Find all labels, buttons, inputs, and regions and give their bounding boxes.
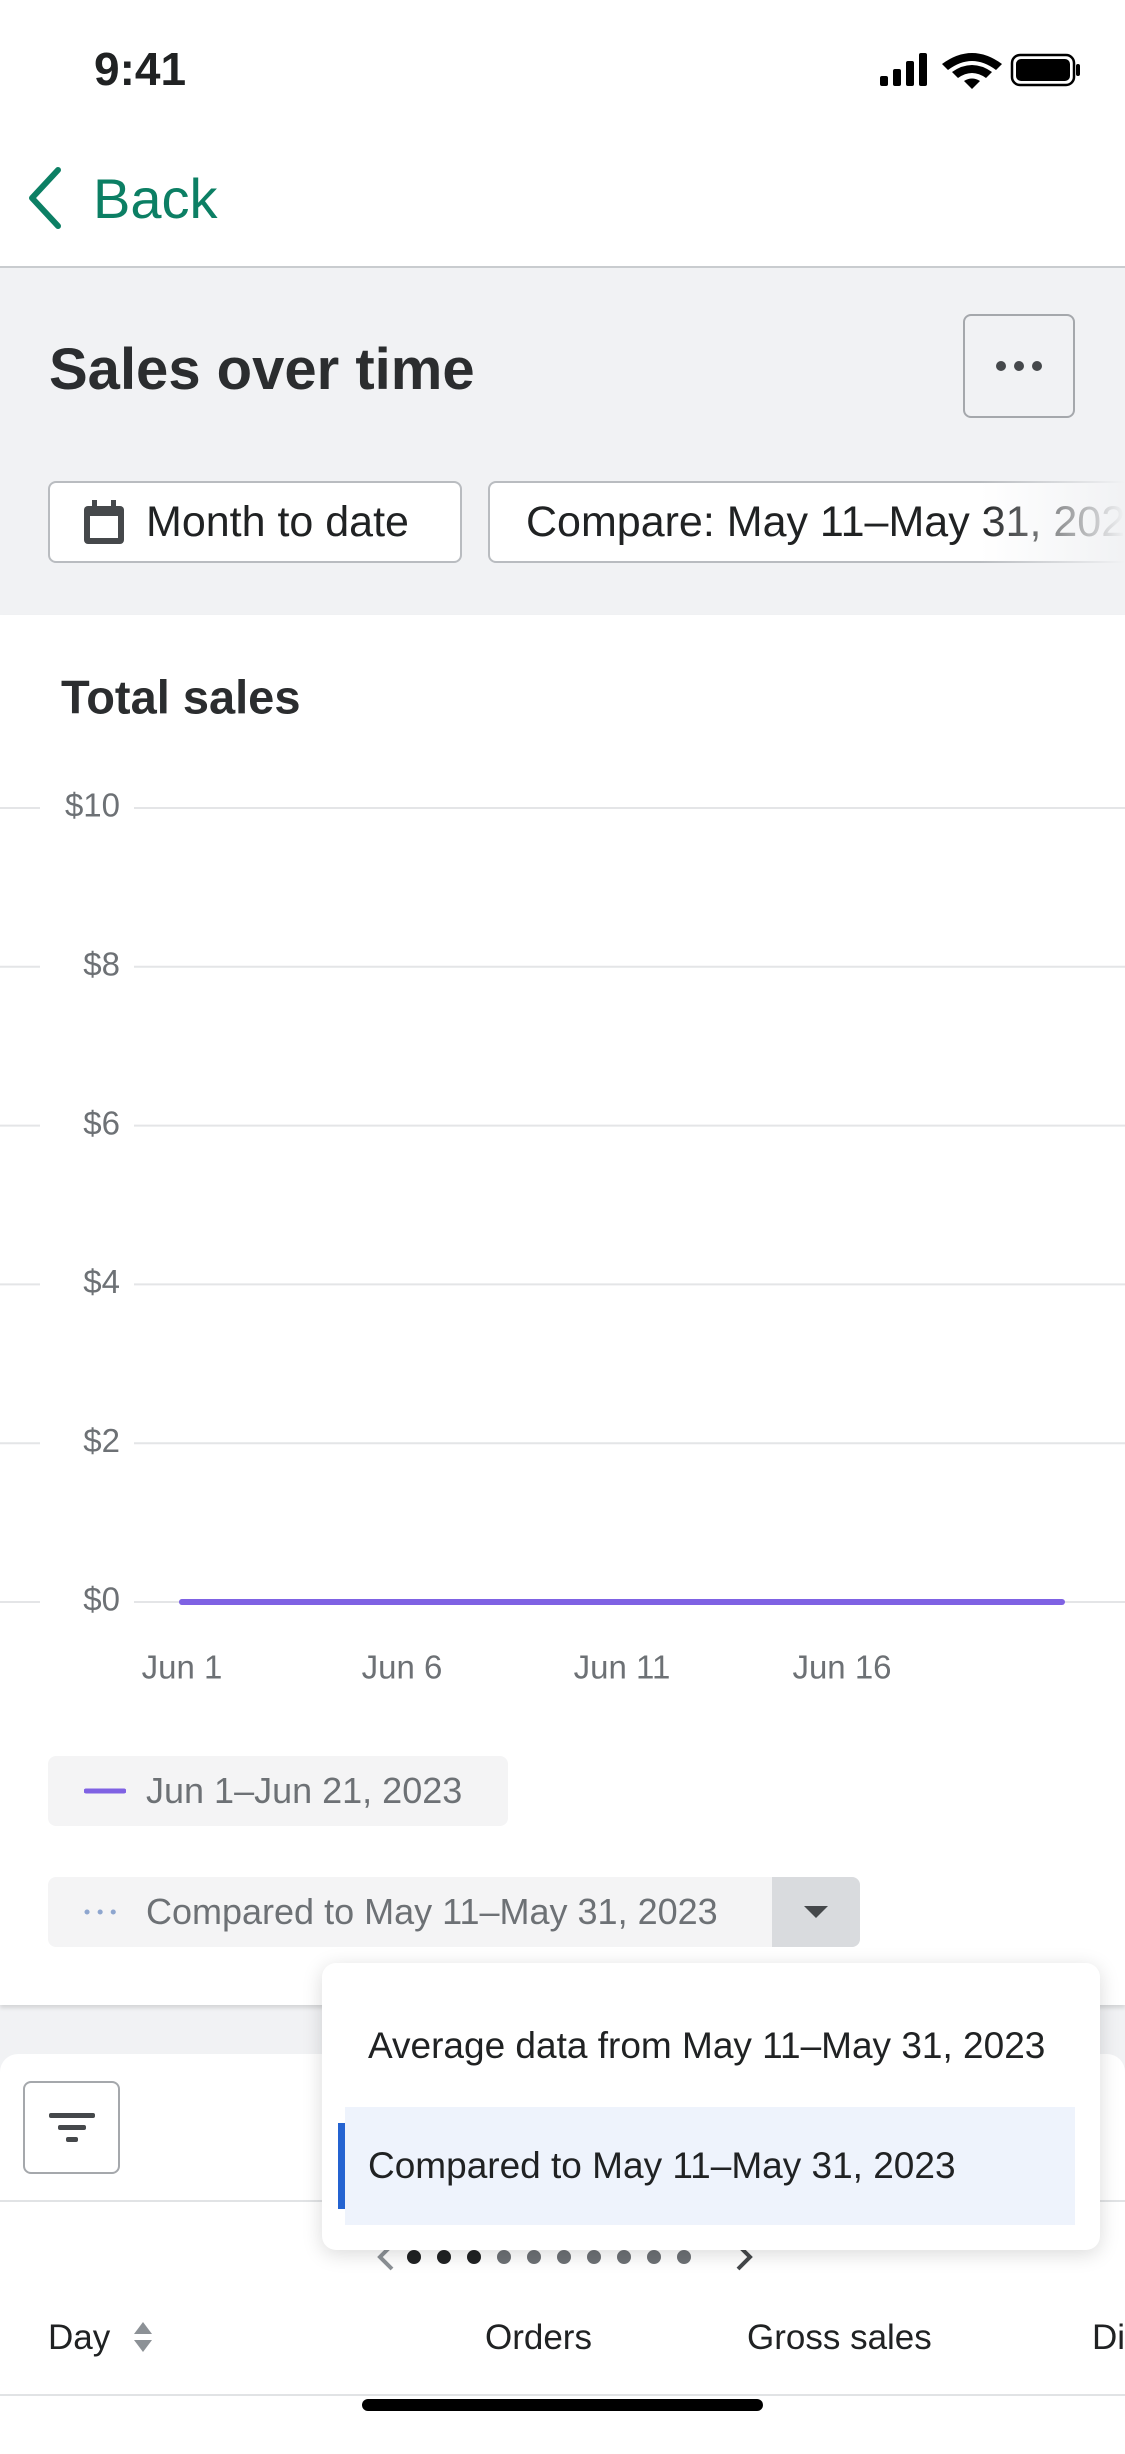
legend-item: Compared to May 11–May 31, 2023 [48,1877,860,1947]
column-header[interactable]: Di [1092,2318,1125,2357]
page-dot [437,2250,451,2264]
status-time: 9:41 [94,43,187,95]
column-header[interactable]: Orders [485,2318,592,2357]
page-dot [587,2250,601,2264]
status-icons [880,53,1080,89]
legend-item: Jun 1–Jun 21, 2023 [48,1756,508,1826]
back-chevron[interactable] [24,166,64,230]
legend-swatch [84,1909,126,1915]
home-indicator [362,2399,763,2411]
page-dot [407,2250,421,2264]
fade [980,478,1125,568]
page-dot [497,2250,511,2264]
back-button[interactable]: Back [93,167,218,230]
page-dot [617,2250,631,2264]
page-dot [527,2250,541,2264]
y-tick-label: $8 [83,946,120,983]
dropdown-menu: Average data from May 11–May 31, 2023 Co… [322,1963,1100,2250]
y-tick-label: $4 [83,1263,120,1300]
pagination [377,2243,753,2271]
chart-title: Total sales [61,670,300,723]
chart: Total sales $0 $2 $4 $6 $8 $10 Jun 1 Jun 6 Jun 1… [0,670,1125,1686]
more-button[interactable] [963,314,1075,418]
sort-icon[interactable] [133,2320,153,2354]
dropdown-option[interactable]: Average data from May 11–May 31, 2023 [368,2025,1046,2066]
date-range-label: Month to date [146,497,409,546]
column-header[interactable]: Day [48,2318,111,2357]
calendar-icon [84,500,124,544]
x-tick-label: Jun 1 [142,1649,223,1686]
page-dot [557,2250,571,2264]
x-tick-label: Jun 6 [362,1649,443,1686]
y-tick-label: $2 [83,1422,120,1459]
chart-card: Total sales $0 $2 $4 $6 $8 $10 Jun 1 Jun 6 Jun 1… [0,615,1125,2005]
x-tick-label: Jun 11 [574,1649,671,1686]
x-tick-label: Jun 16 [792,1649,891,1686]
y-tick-label: $10 [65,787,120,824]
y-tick-label: $6 [83,1104,120,1141]
caret-icon [804,1906,828,1918]
page-dot [647,2250,661,2264]
dropdown-option[interactable]: Compared to May 11–May 31, 2023 [345,2107,1075,2225]
top-bar: 9:41 Back [0,0,1125,268]
legend-label: Jun 1–Jun 21, 2023 [146,1770,463,1811]
divider [0,2394,1125,2396]
y-tick-label: $0 [83,1581,120,1618]
filter-icon [48,2112,95,2142]
legend-label: Compared to May 11–May 31, 2023 [146,1891,718,1932]
dropdown-option-label: Compared to May 11–May 31, 2023 [368,2145,956,2186]
filter-button[interactable] [23,2081,120,2174]
page-title: Sales over time [49,337,475,402]
column-header[interactable]: Gross sales [747,2318,932,2357]
page-dot [677,2250,691,2264]
date-range-chip[interactable]: Month to date [48,481,462,563]
legend-dropdown-button[interactable] [772,1877,860,1947]
page-dot [467,2250,481,2264]
legend-swatch [84,1788,126,1794]
